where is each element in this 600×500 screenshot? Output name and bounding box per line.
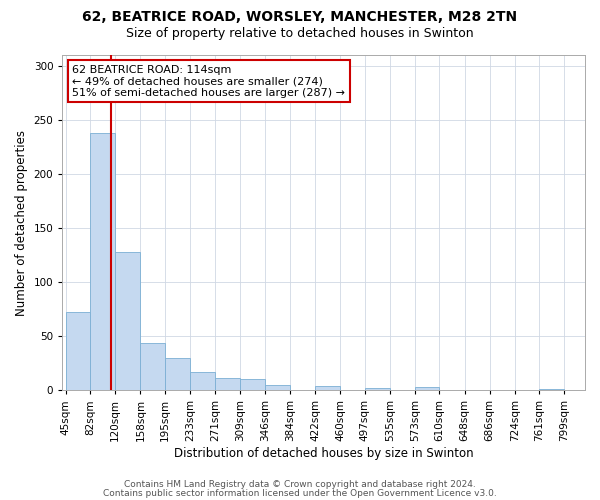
Text: Contains HM Land Registry data © Crown copyright and database right 2024.: Contains HM Land Registry data © Crown c… [124,480,476,489]
Bar [90,133,115,390]
Bar [140,342,165,390]
Bar [315,386,340,390]
Text: 62, BEATRICE ROAD, WORSLEY, MANCHESTER, M28 2TN: 62, BEATRICE ROAD, WORSLEY, MANCHESTER, … [82,10,518,24]
Bar [241,380,265,390]
Bar [539,389,565,390]
Bar [265,385,290,390]
Bar [65,312,90,390]
Bar [415,387,439,390]
Bar [190,372,215,390]
Text: Contains public sector information licensed under the Open Government Licence v3: Contains public sector information licen… [103,488,497,498]
Text: 62 BEATRICE ROAD: 114sqm
← 49% of detached houses are smaller (274)
51% of semi-: 62 BEATRICE ROAD: 114sqm ← 49% of detach… [72,64,345,98]
Text: Size of property relative to detached houses in Swinton: Size of property relative to detached ho… [126,28,474,40]
X-axis label: Distribution of detached houses by size in Swinton: Distribution of detached houses by size … [174,447,473,460]
Bar [115,252,140,390]
Y-axis label: Number of detached properties: Number of detached properties [15,130,28,316]
Bar [215,378,241,390]
Bar [165,358,190,390]
Bar [365,388,390,390]
